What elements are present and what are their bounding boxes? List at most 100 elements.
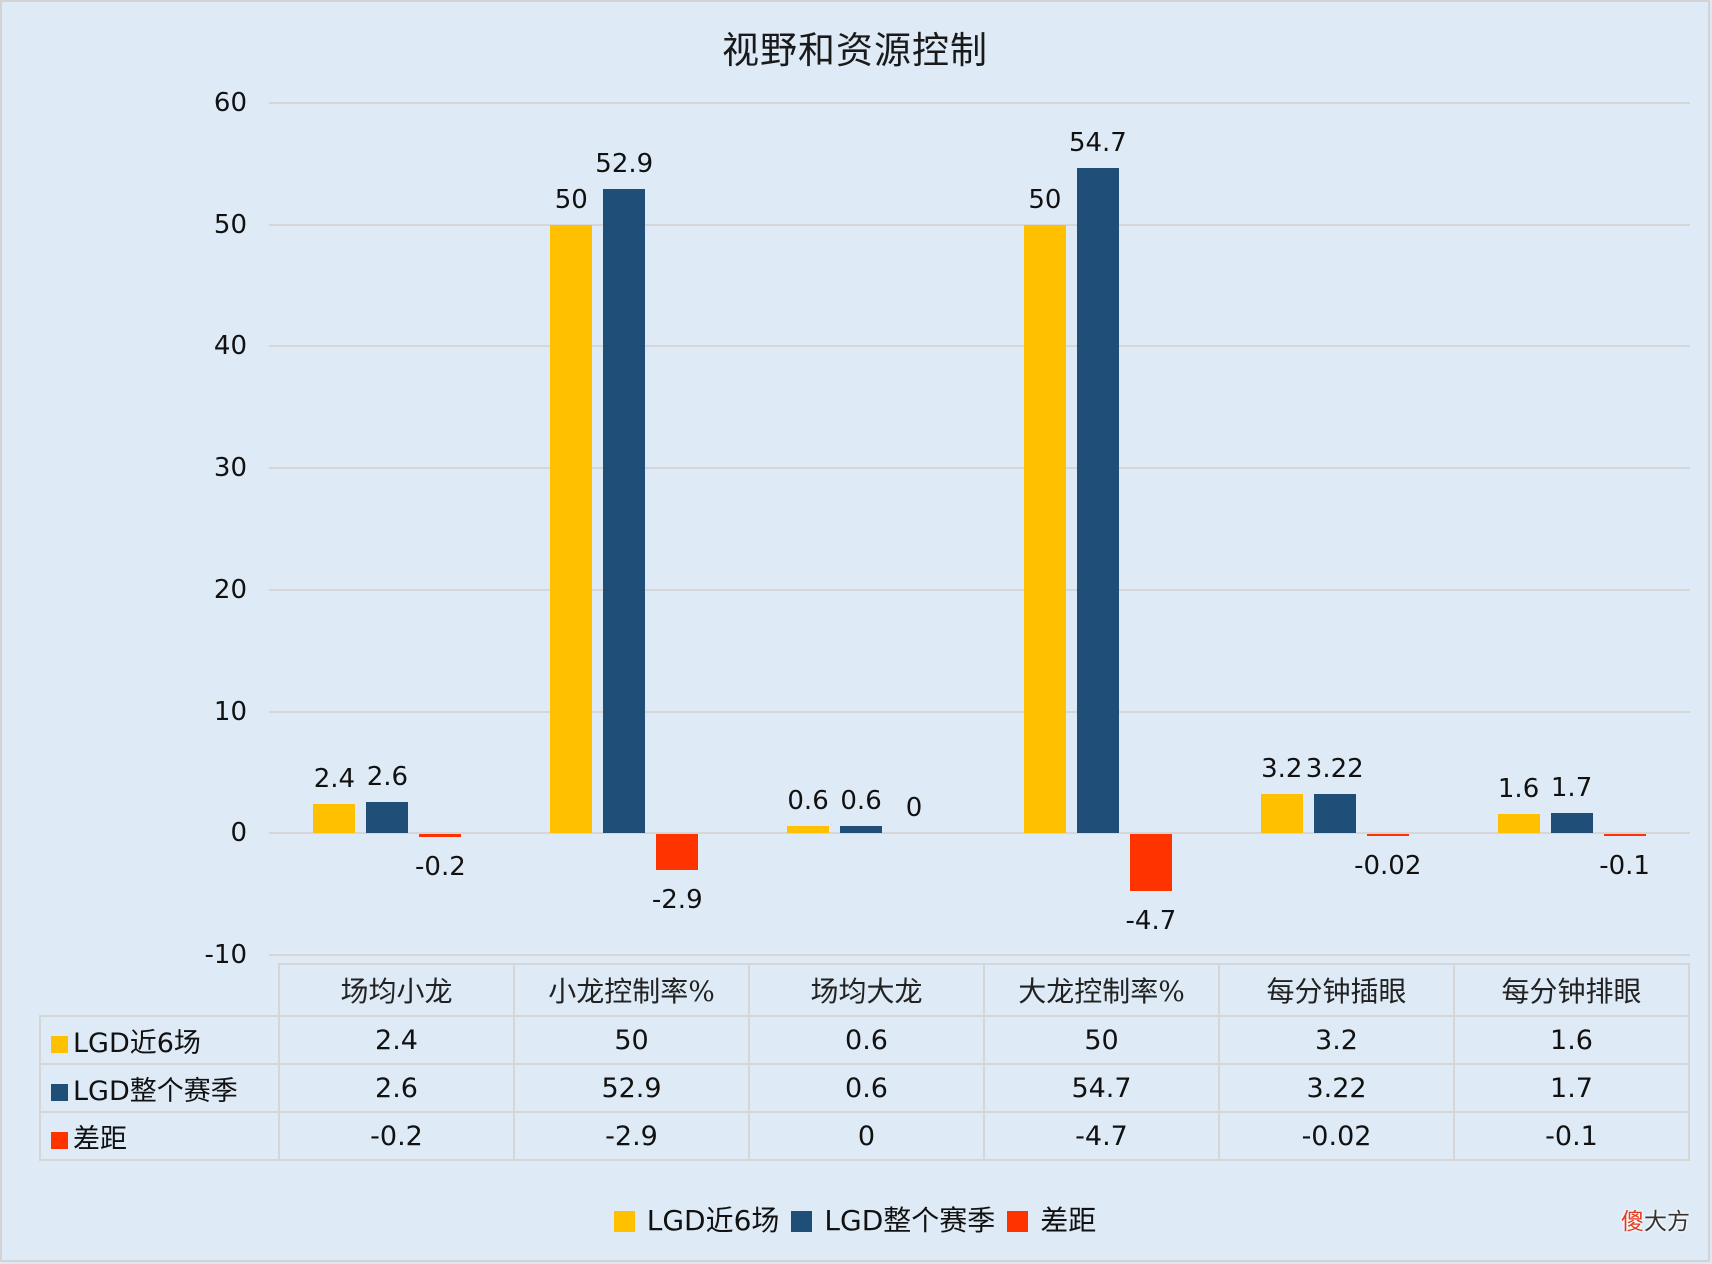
table-series-label: 差距	[39, 1111, 280, 1161]
data-label: 0.6	[840, 785, 882, 816]
bar-diff[interactable]	[1603, 834, 1646, 837]
gridline	[269, 588, 1690, 591]
data-label: 1.6	[1497, 773, 1540, 804]
gridline	[269, 710, 1690, 713]
table-cell: 1.7	[1453, 1063, 1690, 1113]
data-label: 50	[1028, 184, 1062, 215]
y-axis-tick-label: 60	[213, 88, 247, 118]
y-axis-tick-label: 50	[213, 209, 247, 240]
table-cell: 0	[748, 1111, 985, 1161]
legend-item[interactable]: LGD近6场	[613, 1202, 779, 1240]
bar-season[interactable]	[1550, 812, 1593, 834]
legend-swatch-icon	[791, 1211, 813, 1232]
table-category-header: 每分钟插眼	[1218, 963, 1455, 1017]
y-axis-tick-label: 0	[230, 818, 247, 849]
table-category-header: 每分钟排眼	[1453, 963, 1690, 1017]
table-cell: 50	[983, 1015, 1220, 1065]
bar-diff[interactable]	[656, 834, 699, 870]
data-label: -0.1	[1599, 851, 1650, 882]
data-label: -2.9	[651, 884, 703, 915]
table-cell: 3.22	[1218, 1063, 1455, 1113]
table-cell: 2.4	[278, 1015, 515, 1065]
data-label: 1.7	[1550, 772, 1593, 803]
bar-diff[interactable]	[419, 834, 462, 837]
table-cell: 50	[513, 1015, 750, 1065]
watermark: 傻大方	[1621, 1202, 1690, 1236]
gridline	[269, 832, 1690, 835]
y-axis-tick-label: 10	[213, 696, 247, 727]
series-name: LGD整个赛季	[73, 1075, 238, 1107]
data-label: 52.9	[595, 149, 654, 180]
table-cell: 0.6	[748, 1063, 985, 1113]
bar-season[interactable]	[603, 189, 646, 834]
bar-recent6[interactable]	[1260, 794, 1303, 834]
data-label: 3.2	[1261, 754, 1303, 785]
bar-season[interactable]	[1076, 167, 1119, 834]
legend-key-swatch-icon	[51, 1035, 68, 1053]
data-label: -0.2	[415, 851, 466, 882]
gridline	[269, 345, 1690, 348]
legend-item[interactable]: LGD整个赛季	[791, 1202, 995, 1240]
gridline	[269, 954, 1690, 956]
legend-label: LGD整个赛季	[824, 1204, 996, 1237]
table-cell: 54.7	[983, 1063, 1220, 1113]
bar-season[interactable]	[840, 825, 883, 834]
legend-key-swatch-icon	[51, 1083, 68, 1101]
data-label: -0.02	[1354, 851, 1422, 882]
table-series-label: LGD整个赛季	[39, 1063, 280, 1113]
bar-recent6[interactable]	[550, 224, 593, 834]
data-label: 50	[554, 184, 588, 215]
table-cell: -0.2	[278, 1111, 515, 1161]
table-cell: -2.9	[513, 1111, 750, 1161]
legend-key-swatch-icon	[51, 1131, 68, 1149]
data-label: 2.6	[366, 761, 409, 792]
y-axis-tick-label: 20	[213, 574, 247, 605]
legend-swatch-icon	[1007, 1211, 1029, 1232]
series-name: 差距	[73, 1123, 127, 1155]
series-name: LGD近6场	[73, 1027, 201, 1059]
legend-swatch-icon	[613, 1211, 635, 1232]
bar-recent6[interactable]	[313, 804, 356, 834]
bar-diff[interactable]	[1366, 834, 1409, 837]
data-label: 0	[905, 793, 923, 824]
bar-recent6[interactable]	[1023, 224, 1066, 834]
table-cell: 52.9	[513, 1063, 750, 1113]
table-cell: -4.7	[983, 1111, 1220, 1161]
table-header-row: 场均小龙 小龙控制率% 场均大龙 大龙控制率% 每分钟插眼 每分钟排眼	[40, 963, 1690, 1017]
table-cell: 2.6	[278, 1063, 515, 1113]
y-axis-tick-label: 30	[213, 453, 247, 484]
gridline	[269, 102, 1690, 104]
table-cell: 0.6	[748, 1015, 985, 1065]
bar-season[interactable]	[1313, 794, 1356, 834]
data-label: 2.4	[313, 764, 356, 795]
table-row: 差距 -0.2 -2.9 0 -4.7 -0.02 -0.1	[39, 1111, 1690, 1161]
gridline	[269, 467, 1690, 470]
data-table: 场均小龙 小龙控制率% 场均大龙 大龙控制率% 每分钟插眼 每分钟排眼 LGD近6场 2.4 5…	[39, 963, 1690, 1161]
table-category-header: 场均大龙	[748, 963, 985, 1017]
watermark-accent: 傻	[1621, 1209, 1644, 1235]
bar-season[interactable]	[366, 801, 409, 834]
table-corner	[40, 964, 280, 1017]
bar-diff[interactable]	[1129, 834, 1172, 892]
gridline	[269, 223, 1690, 226]
table-cell: -0.1	[1453, 1111, 1690, 1161]
data-label: -4.7	[1125, 906, 1177, 937]
legend: LGD近6场 LGD整个赛季 差距	[2, 1202, 1708, 1240]
y-axis-tick-label: -10	[204, 940, 247, 970]
table-row: LGD整个赛季 2.6 52.9 0.6 54.7 3.22 1.7	[39, 1063, 1690, 1113]
y-axis-tick-label: 40	[213, 331, 247, 362]
bar-recent6[interactable]	[1497, 813, 1540, 834]
data-label: 0.6	[787, 785, 829, 816]
table-cell: 1.6	[1453, 1015, 1690, 1065]
table-series-label: LGD近6场	[39, 1015, 280, 1065]
chart-title: 视野和资源控制	[722, 29, 988, 72]
table-cell: -0.02	[1218, 1111, 1455, 1161]
data-label: 54.7	[1068, 127, 1127, 158]
table-row: LGD近6场 2.4 50 0.6 50 3.2 1.6	[39, 1015, 1690, 1065]
legend-item[interactable]: 差距	[1007, 1202, 1096, 1240]
bar-recent6[interactable]	[787, 825, 830, 834]
table-category-header: 小龙控制率%	[513, 963, 750, 1017]
table-category-header: 大龙控制率%	[983, 963, 1220, 1017]
data-label: 3.22	[1305, 754, 1364, 785]
